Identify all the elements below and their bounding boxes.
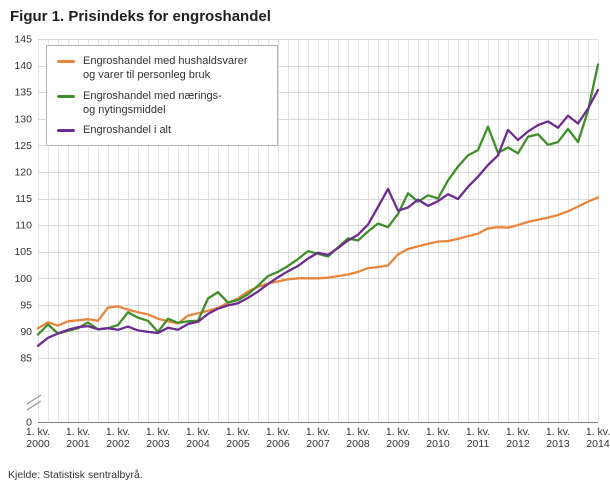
svg-text:140: 140	[14, 60, 32, 72]
legend-item-label: Engroshandel med nærings- og nytingsmidd…	[83, 89, 222, 116]
svg-text:125: 125	[14, 140, 32, 152]
svg-text:1. kv.: 1. kv.	[426, 426, 450, 438]
svg-text:2003: 2003	[146, 438, 170, 450]
legend-item-label: Engroshandel i alt	[83, 124, 172, 137]
svg-text:110: 110	[15, 220, 32, 232]
line-chart: 14514013513012512011511010510095908501. …	[14, 34, 610, 451]
svg-text:2013: 2013	[546, 438, 570, 450]
svg-text:1. kv.: 1. kv.	[66, 426, 90, 438]
svg-text:105: 105	[14, 246, 32, 258]
svg-text:2009: 2009	[386, 438, 410, 450]
figure-title: Figur 1. Prisindeks for engroshandel	[10, 8, 271, 25]
svg-text:1. kv.: 1. kv.	[266, 426, 290, 438]
svg-text:1. kv.: 1. kv.	[586, 426, 610, 438]
svg-text:2004: 2004	[186, 438, 210, 450]
legend-item-label: Engroshandel med hushaldsvarer og varer …	[83, 55, 248, 82]
svg-text:2001: 2001	[66, 438, 90, 450]
svg-text:1. kv.: 1. kv.	[146, 426, 170, 438]
series-line-0	[36, 196, 600, 330]
svg-text:100: 100	[14, 273, 32, 285]
svg-text:120: 120	[14, 166, 32, 178]
svg-text:2011: 2011	[467, 438, 490, 450]
svg-text:115: 115	[15, 193, 32, 205]
svg-text:1. kv.: 1. kv.	[346, 426, 370, 438]
svg-text:1. kv.: 1. kv.	[186, 426, 210, 438]
svg-text:135: 135	[14, 87, 32, 99]
legend-item-naerings-nytingsmiddel: Engroshandel med nærings- og nytingsmidd…	[57, 89, 265, 118]
svg-text:95: 95	[20, 299, 32, 311]
legend-line-swatch-green	[57, 94, 75, 98]
svg-text:2000: 2000	[26, 438, 50, 450]
svg-text:1. kv.: 1. kv.	[26, 426, 50, 438]
svg-text:2010: 2010	[426, 438, 450, 450]
svg-text:1. kv.: 1. kv.	[466, 426, 490, 438]
svg-text:1. kv.: 1. kv.	[226, 426, 250, 438]
legend-line-swatch-orange	[57, 60, 75, 63]
svg-text:1. kv.: 1. kv.	[306, 426, 330, 438]
svg-text:90: 90	[20, 326, 32, 338]
legend-item-i-alt: Engroshandel i alt	[57, 123, 265, 137]
svg-text:2005: 2005	[226, 438, 250, 450]
svg-text:1. kv.: 1. kv.	[106, 426, 130, 438]
svg-text:2002: 2002	[106, 438, 130, 450]
svg-text:145: 145	[14, 34, 32, 46]
legend-line-swatch-purple	[57, 129, 75, 133]
y-axis-labels: 145 140 135 130 125 120 115 110 105 100 95 90 85 0	[14, 34, 32, 429]
svg-text:2012: 2012	[506, 438, 530, 450]
svg-text:2014: 2014	[586, 438, 610, 450]
svg-text:1. kv.: 1. kv.	[506, 426, 530, 438]
svg-text:1. kv.: 1. kv.	[386, 426, 410, 438]
svg-text:2008: 2008	[346, 438, 370, 450]
svg-text:2007: 2007	[306, 438, 330, 450]
source-note: Kjelde: Statistisk sentralbyrå.	[8, 469, 143, 481]
svg-text:0: 0	[26, 417, 32, 429]
svg-text:1. kv.: 1. kv.	[546, 426, 570, 438]
svg-text:2006: 2006	[266, 438, 290, 450]
series-line-2	[36, 88, 600, 347]
svg-text:130: 130	[14, 113, 32, 125]
svg-text:85: 85	[20, 353, 32, 365]
legend-item-hushaldsvarer: Engroshandel med hushaldsvarer og varer …	[57, 54, 265, 83]
chart-legend: Engroshandel med hushaldsvarer og varer …	[46, 45, 278, 147]
chart-area: 145 140 135 130 125 120 115 110 105 100 95 90 85 0 1. …	[0, 29, 610, 453]
axis-break-icon	[26, 394, 42, 411]
